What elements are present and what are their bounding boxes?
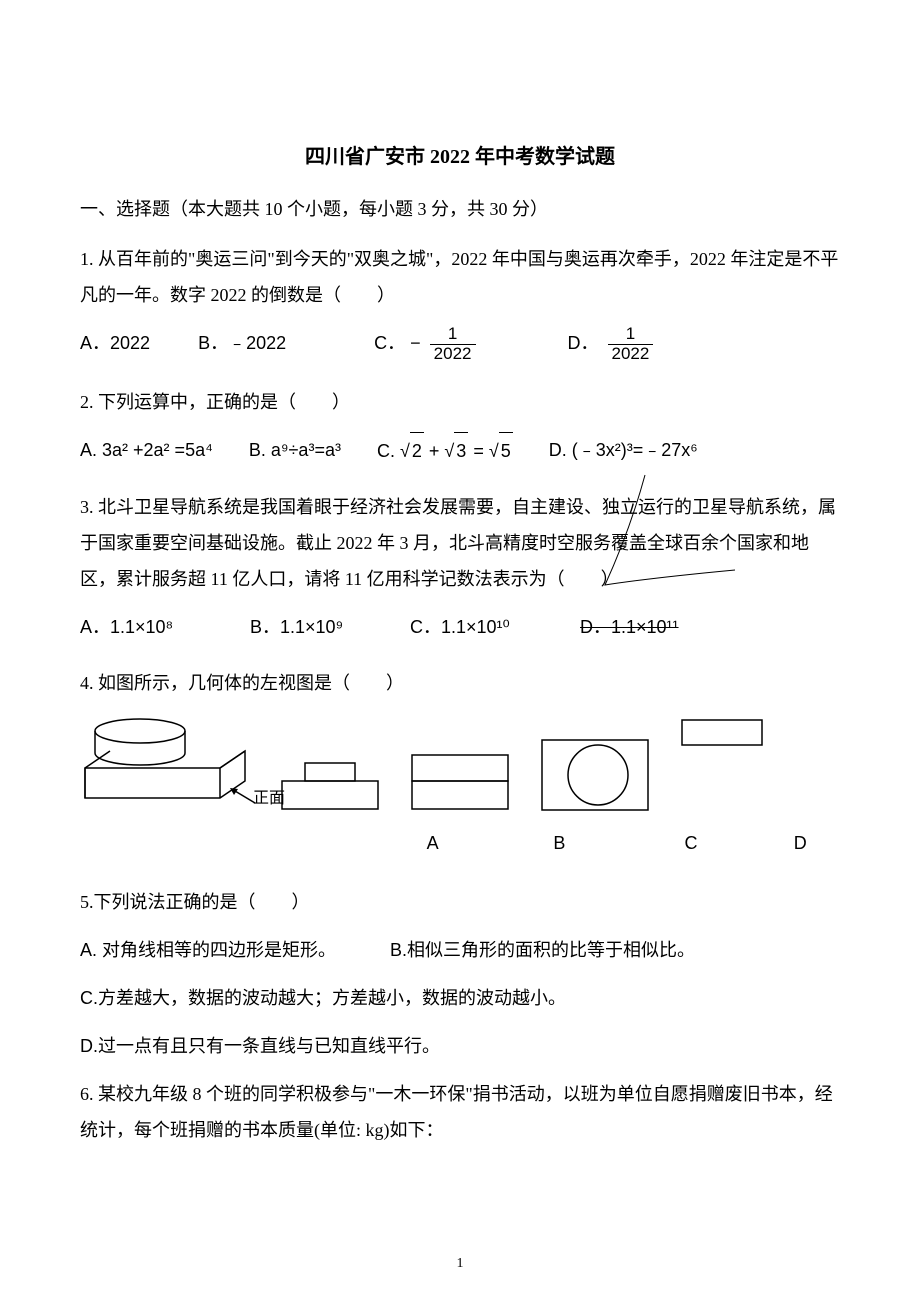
q2c-r1: 2 <box>410 432 424 469</box>
sqrt-icon: 3 <box>444 432 468 469</box>
q1d-num: 1 <box>608 325 654 345</box>
q4-option-c-figure <box>540 738 650 813</box>
q5-option-c: C.方差越大，数据的波动越大；方差越小，数据的波动越小。 <box>80 980 840 1016</box>
q3-option-a: A．1.1×10⁸ <box>80 609 250 645</box>
q4-option-b-figure <box>410 753 510 813</box>
q1c-neg: − <box>410 333 421 353</box>
q1d-prefix: D． <box>568 333 599 353</box>
q1c-den: 2022 <box>430 345 476 364</box>
front-label: 正面 <box>253 784 285 808</box>
q4-figures: 正面 <box>80 713 840 813</box>
q4-label-c: C <box>621 833 760 854</box>
sqrt-icon: 5 <box>489 432 513 469</box>
q1d-fraction: 1 2022 <box>608 325 654 363</box>
q1-option-b: B．﹣2022 <box>198 325 286 363</box>
q1c-num: 1 <box>430 325 476 345</box>
q4-label-b: B <box>497 833 621 854</box>
question-3: 3. 北斗卫星导航系统是我国着眼于经济社会发展需要，自主建设、独立运行的卫星导航… <box>80 489 840 597</box>
q5-option-b: B.相似三角形的面积的比等于相似比。 <box>390 932 695 968</box>
q4-option-a-figure <box>280 753 380 813</box>
q2c-eq: = <box>468 441 489 461</box>
question-3-options: A．1.1×10⁸ B．1.1×10⁹ C．1.1×10¹⁰ D．1.1×10¹… <box>80 609 840 645</box>
q4-label-a: A <box>368 833 497 854</box>
q3-option-d: D．1.1×10¹¹ <box>580 609 679 645</box>
q3-option-b: B．1.1×10⁹ <box>250 609 410 645</box>
q4-option-d-figure <box>680 718 765 773</box>
q2-option-d: D. (﹣3x²)³=﹣27x⁶ <box>549 432 698 469</box>
question-1: 1. 从百年前的"奥运三问"到今天的"双奥之城"，2022 年中国与奥运再次牵手… <box>80 241 840 313</box>
q2c-plus: + <box>424 441 445 461</box>
q4-label-d: D <box>761 833 840 854</box>
q2-option-a: A. 3a² +2a² =5a⁴ <box>80 432 213 469</box>
q1c-fraction: 1 2022 <box>430 325 476 363</box>
question-2: 2. 下列运算中，正确的是（ ） <box>80 384 840 420</box>
q5-option-d: D.过一点有且只有一条直线与已知直线平行。 <box>80 1028 840 1064</box>
q3-option-c: C．1.1×10¹⁰ <box>410 609 580 645</box>
q5-line1: A. 对角线相等的四边形是矩形。 B.相似三角形的面积的比等于相似比。 <box>80 932 840 968</box>
q2-option-c: C. 2 + 3 = 5 <box>377 432 513 469</box>
q5-option-a: A. 对角线相等的四边形是矩形。 <box>80 932 390 968</box>
question-5: 5.下列说法正确的是（ ） <box>80 884 840 920</box>
q2c-r3: 5 <box>499 432 513 469</box>
q1-option-d: D． 1 2022 <box>568 325 658 363</box>
geometric-solid-icon: 正面 <box>80 713 250 813</box>
q1d-den: 2022 <box>608 345 654 364</box>
q2-option-b: B. a⁹÷a³=a³ <box>249 432 341 469</box>
q2c-r2: 3 <box>454 432 468 469</box>
question-4: 4. 如图所示，几何体的左视图是（ ） <box>80 665 840 701</box>
q1-option-c: C． − 1 2022 <box>374 325 479 363</box>
sqrt-icon: 2 <box>400 432 424 469</box>
question-6: 6. 某校九年级 8 个班的同学积极参与"一木一环保"捐书活动，以班为单位自愿捐… <box>80 1076 840 1148</box>
exam-title: 四川省广安市 2022 年中考数学试题 <box>80 140 840 169</box>
q4-option-labels: A B C D <box>80 833 840 854</box>
question-1-options: A．2022 B．﹣2022 C． − 1 2022 D． 1 2022 <box>80 325 840 363</box>
page-number: 1 <box>457 1256 464 1272</box>
q2c-prefix: C. <box>377 441 400 461</box>
question-2-options: A. 3a² +2a² =5a⁴ B. a⁹÷a³=a³ C. 2 + 3 = … <box>80 432 840 469</box>
section-header: 一、选择题（本大题共 10 个小题，每小题 3 分，共 30 分） <box>80 193 840 225</box>
q1c-prefix: C． <box>374 333 405 353</box>
q1-option-a: A．2022 <box>80 325 150 363</box>
